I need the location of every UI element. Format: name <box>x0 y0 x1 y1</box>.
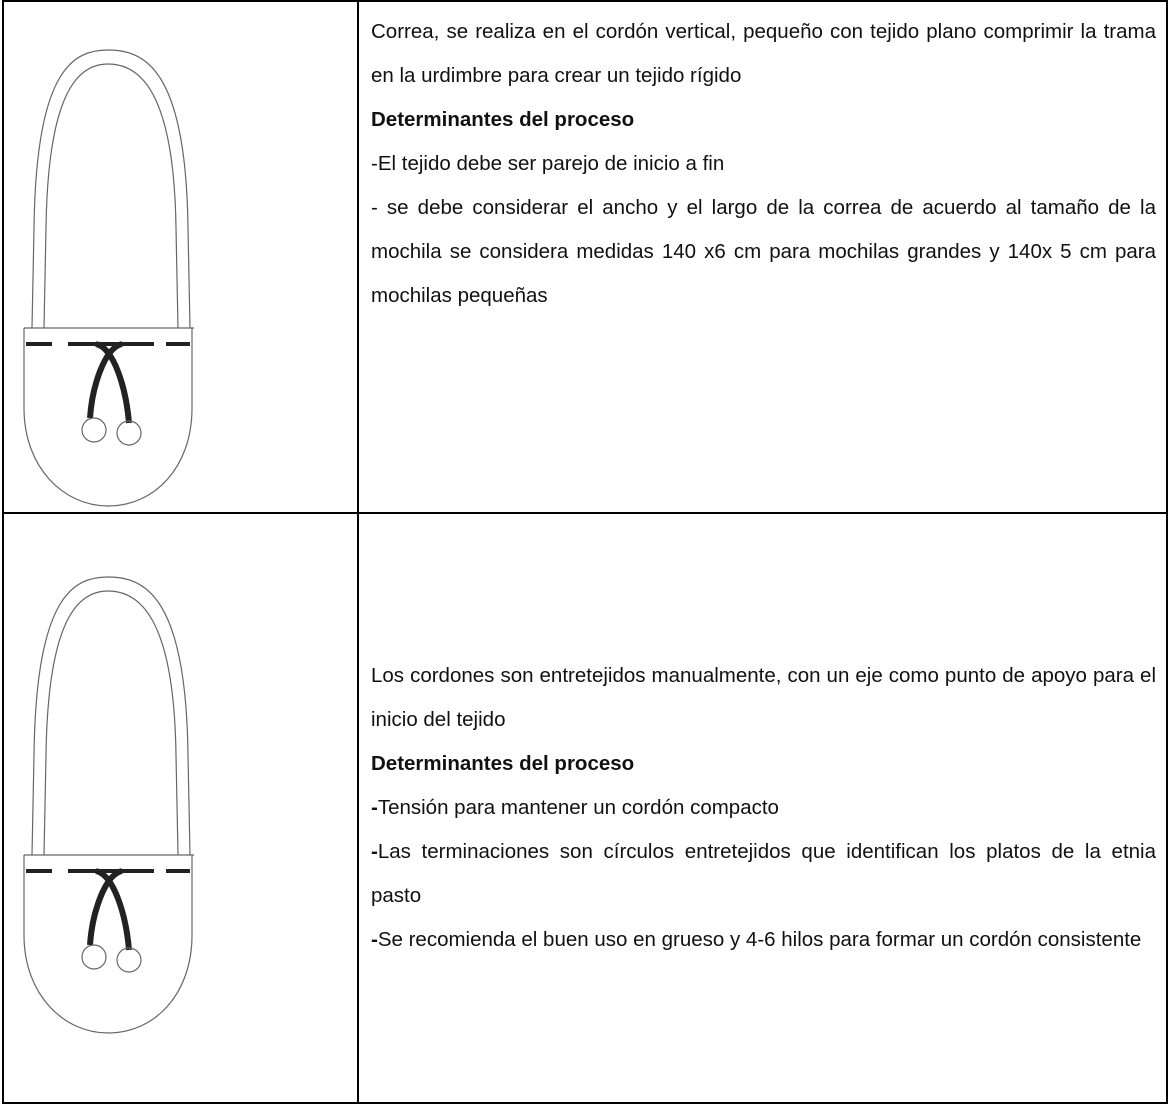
text: Los cordones son entretejidos manualment… <box>371 664 1156 731</box>
text: -El tejido debe ser parejo de inicio a f… <box>371 152 725 175</box>
bag-strap-illustration <box>4 3 357 511</box>
paragraph: Los cordones son entretejidos manualment… <box>371 654 1156 742</box>
heading: Determinantes del proceso <box>371 108 635 131</box>
paragraph: -Se recomienda el buen uso en grueso y 4… <box>371 918 1156 962</box>
bag-cord-illustration <box>4 515 357 1101</box>
paragraph: -Las terminaciones son círculos entretej… <box>371 830 1156 918</box>
text: Se recomienda el buen uso en grueso y 4-… <box>377 928 1142 951</box>
row: Los cordones son entretejidos manualment… <box>2 512 1168 1104</box>
row: Correa, se realiza en el cordón vertical… <box>2 0 1168 514</box>
image-cell <box>2 0 359 514</box>
text-cell: Correa, se realiza en el cordón vertical… <box>357 0 1168 514</box>
text: - se debe considerar el ancho y el largo… <box>371 196 1156 307</box>
bullet-dash: - <box>371 928 378 951</box>
paragraph: -El tejido debe ser parejo de inicio a f… <box>371 142 1156 186</box>
text-cell: Los cordones son entretejidos manualment… <box>357 512 1168 1104</box>
text: Las terminaciones son círculos entreteji… <box>371 840 1156 907</box>
heading: Determinantes del proceso <box>371 752 635 775</box>
image-cell <box>2 512 359 1104</box>
text: Correa, se realiza en el cordón vertical… <box>371 20 1156 87</box>
paragraph: - se debe considerar el ancho y el largo… <box>371 186 1156 318</box>
text: Tensión para mantener un cordón compacto <box>377 796 779 819</box>
bullet-dash: - <box>371 796 378 819</box>
bullet-dash: - <box>371 840 378 863</box>
paragraph: -Tensión para mantener un cordón compact… <box>371 786 1156 830</box>
paragraph: Correa, se realiza en el cordón vertical… <box>371 10 1156 98</box>
